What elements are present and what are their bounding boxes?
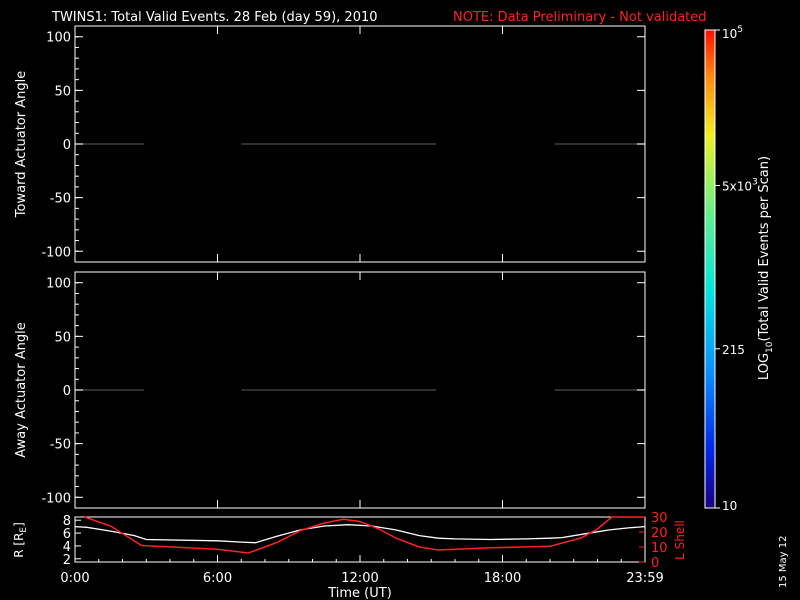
colorbar-label-rest: (Total Valid Events per Scan) (757, 156, 772, 342)
toward-panel: -100 -50 0 50 100 Toward Actuator Angle (14, 25, 646, 263)
x-tick-label: 12:00 (341, 571, 378, 586)
colorbar-tick-base: 5x10 (722, 179, 752, 193)
colorbar-label-subscript: 10 (765, 341, 775, 353)
orbit-left-tick-label: 8 (63, 514, 71, 529)
away-panel: -100 -50 0 50 100 Away Actuator Angle (14, 271, 646, 509)
toward-heatmap (75, 143, 646, 145)
away-y-tick-label: 50 (54, 330, 71, 345)
toward-plot-background (75, 26, 645, 262)
toward-zero-band (75, 143, 144, 145)
x-tick-label: 23:59 (626, 571, 663, 586)
colorbar-label-prefix: LOG (757, 353, 772, 380)
orbit-right-tick-label: 20 (651, 526, 668, 541)
away-zero-band (241, 389, 437, 391)
figure-title: TWINS1: Total Valid Events. 28 Feb (day … (51, 10, 378, 25)
orbit-left-tick-label: 2 (63, 553, 71, 568)
colorbar-label: LOG10(Total Valid Events per Scan) (757, 156, 775, 380)
away-y-tick-label: 100 (46, 277, 71, 292)
away-heatmap (75, 389, 646, 391)
toward-y-label: Toward Actuator Angle (14, 71, 29, 218)
away-y-tick-label: -50 (50, 438, 71, 453)
orbit-right-tick-label: 10 (651, 541, 668, 556)
orbit-right-label: L Shell (673, 520, 687, 560)
toward-y-tick-label: -50 (50, 192, 71, 207)
orbit-left-label-subscript: E (19, 527, 29, 533)
orbit-x-axis: 0:00 6:00 12:00 18:00 23:59 (60, 555, 664, 586)
x-axis-label: Time (UT) (327, 586, 392, 600)
away-y-tick-label: -100 (41, 491, 71, 506)
toward-zero-band (554, 143, 646, 145)
toward-y-tick-label: 50 (54, 84, 71, 99)
toward-zero-band (241, 143, 437, 145)
toward-y-tick-label: 0 (63, 138, 71, 153)
away-plot-background (75, 272, 645, 508)
colorbar-tick-label: 105 (722, 25, 743, 41)
date-stamp: 15 May 12 (778, 536, 789, 588)
toward-y-axis: -100 -50 0 50 100 (41, 26, 646, 262)
orbit-left-label: R [RE] (12, 522, 29, 558)
orbit-right-tick-label: 30 (651, 511, 668, 526)
colorbar-tick-base: 10 (722, 499, 737, 513)
colorbar-tick-base: 215 (722, 343, 745, 357)
away-y-tick-label: 0 (63, 384, 71, 399)
lshell-line (84, 516, 645, 554)
x-tick-label: 0:00 (60, 571, 89, 586)
radius-line (74, 524, 645, 544)
x-tick-label: 18:00 (484, 571, 521, 586)
orbit-left-label-main: R [R (12, 533, 26, 558)
x-tick-label: 6:00 (203, 571, 232, 586)
colorbar-tick-label: 215 (722, 343, 745, 357)
orbit-left-tick-label: 4 (63, 540, 71, 555)
toward-y-tick-label: -100 (41, 245, 71, 260)
orbit-right-tick-label: 0 (651, 556, 659, 571)
colorbar-tick-exponent: 5 (737, 25, 743, 35)
preliminary-note: NOTE: Data Preliminary - Not validated (453, 10, 707, 25)
away-y-axis: -100 -50 0 50 100 (41, 272, 646, 508)
colorbar-tick-base: 10 (722, 27, 737, 41)
colorbar-tick-label: 5x103 (722, 177, 758, 193)
orbit-left-tick-label: 6 (63, 527, 71, 542)
away-zero-band (554, 389, 646, 391)
toward-y-tick-label: 100 (46, 31, 71, 46)
away-y-label: Away Actuator Angle (14, 322, 29, 457)
colorbar-tick-label: 10 (722, 499, 737, 513)
colorbar-tick-exponent: 3 (752, 177, 758, 187)
orbit-left-label-suffix: ] (12, 522, 26, 527)
colorbar-gradient (704, 29, 716, 509)
away-zero-band (75, 389, 144, 391)
